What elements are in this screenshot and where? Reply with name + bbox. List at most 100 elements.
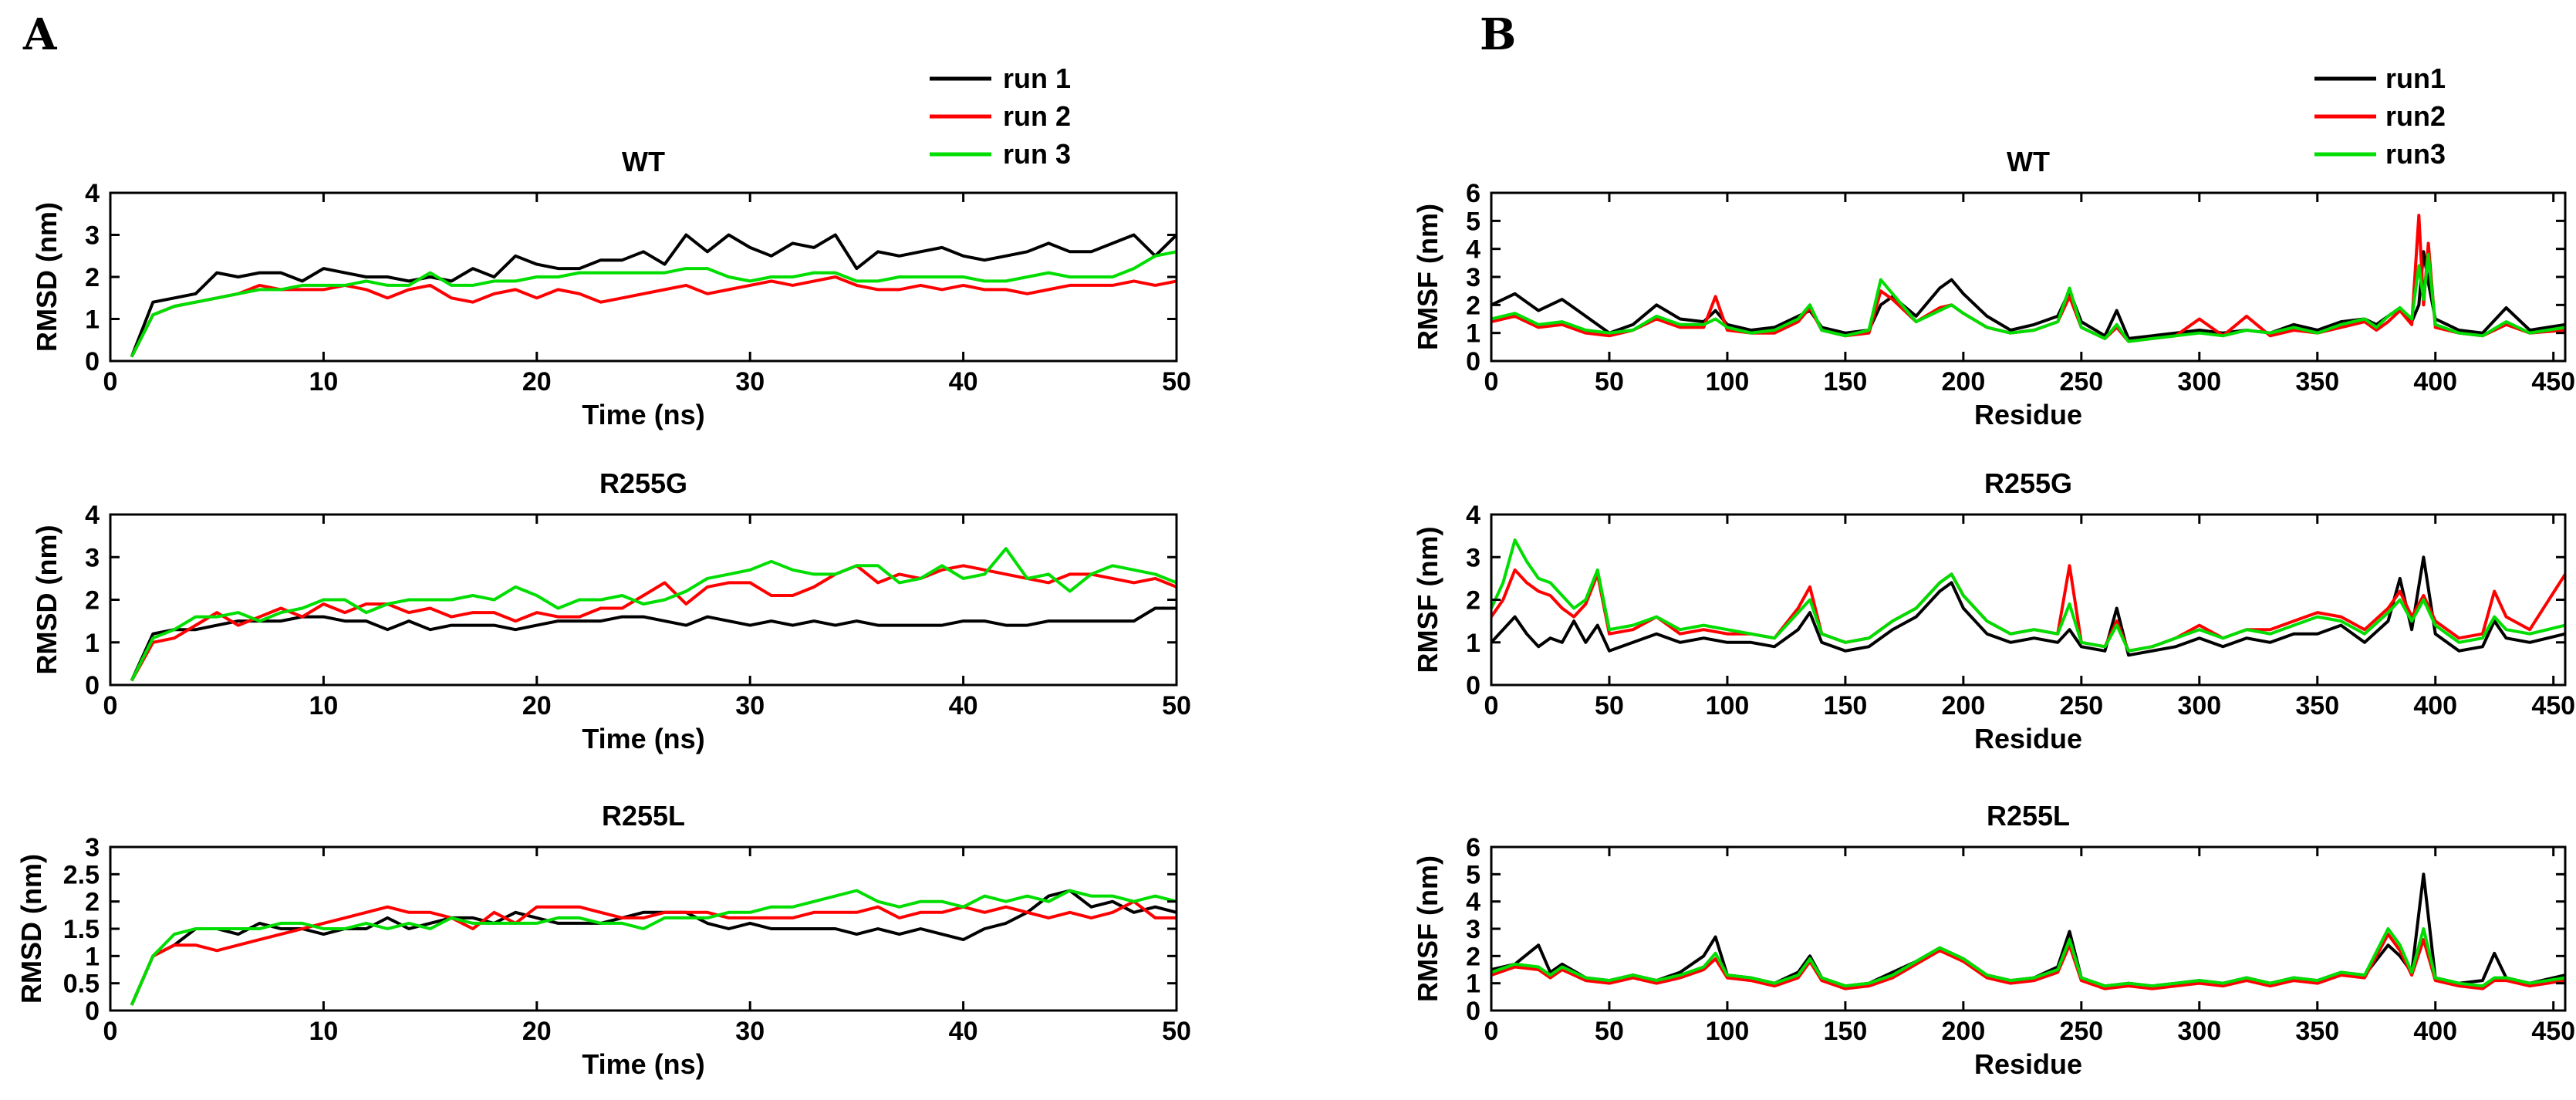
- x-axis-label: Residue: [1974, 399, 2082, 430]
- y-tick-label: 4: [1466, 501, 1480, 530]
- x-axis-label: Time (ns): [582, 723, 704, 754]
- x-axis-label: Residue: [1974, 723, 2082, 754]
- y-axis-label: RMSF (nm): [1412, 204, 1443, 350]
- y-axis-label: RMSF (nm): [1412, 527, 1443, 673]
- legend-b-label-run2: run2: [2385, 100, 2446, 132]
- series-line-run2: [1491, 214, 2566, 343]
- plot-frame: [109, 191, 1178, 363]
- y-tick-label: 1: [85, 629, 100, 658]
- y-tick-label: 2: [85, 586, 100, 616]
- series-line-run3: [1490, 538, 2566, 653]
- x-tick-label: 150: [1824, 691, 1868, 720]
- y-tick-label: 3: [85, 833, 100, 862]
- y-tick-label: 1: [85, 305, 100, 335]
- y-tick-label: 6: [1466, 833, 1480, 862]
- y-tick-label: 3: [85, 543, 100, 572]
- panel-letter-a: A: [22, 9, 58, 60]
- y-tick-label: 3: [1466, 543, 1480, 572]
- x-axis-label: Time (ns): [582, 399, 704, 430]
- panel-letter-b: B: [1480, 9, 1516, 60]
- series-line-run3: [130, 547, 1177, 682]
- x-tick-label: 40: [949, 1017, 978, 1046]
- x-tick-label: 10: [309, 367, 338, 396]
- x-tick-label: 10: [309, 1017, 338, 1046]
- x-tick-label: 20: [522, 367, 552, 396]
- y-tick-label: 0.5: [63, 970, 100, 999]
- x-tick-label: 10: [309, 691, 338, 720]
- x-tick-label: 300: [2177, 691, 2221, 720]
- x-tick-label: 20: [522, 691, 552, 720]
- x-tick-label: 0: [1484, 367, 1499, 396]
- x-tick-label: 250: [2059, 691, 2103, 720]
- series-line-run2: [130, 899, 1177, 1006]
- series-line-run1: [130, 889, 1177, 1006]
- x-axis-label: Residue: [1974, 1048, 2082, 1080]
- x-tick-label: 0: [103, 1017, 118, 1046]
- series-line-run3: [130, 889, 1177, 1006]
- x-tick-label: 40: [949, 367, 978, 396]
- x-tick-label: 50: [1162, 1017, 1191, 1046]
- y-axis-label: RMSF (nm): [1412, 855, 1443, 1002]
- legend-b-label-run1: run1: [2385, 62, 2446, 94]
- series-line-run2: [130, 275, 1177, 358]
- x-axis-label: Time (ns): [582, 1048, 704, 1080]
- y-axis-label: RMSD (nm): [15, 854, 47, 1004]
- legend-a: run 1 run 2 run 3: [930, 62, 1071, 170]
- x-tick-label: 450: [2531, 1017, 2575, 1046]
- y-tick-label: 1: [85, 942, 100, 971]
- series-line-run1: [1491, 872, 2566, 988]
- series-line-run2: [130, 564, 1177, 682]
- y-tick-label: 0: [1466, 671, 1480, 700]
- chart-title: R255L: [602, 800, 685, 832]
- chart-title: R255G: [599, 467, 687, 499]
- y-tick-label: 0: [85, 997, 100, 1026]
- y-tick-label: 1: [1466, 970, 1480, 999]
- chart-title: R255L: [1987, 800, 2070, 832]
- y-tick-label: 0: [85, 671, 100, 700]
- x-tick-label: 250: [2059, 1017, 2103, 1046]
- x-tick-label: 400: [2413, 1017, 2457, 1046]
- x-tick-label: 150: [1824, 367, 1868, 396]
- plot-frame: [1490, 845, 2567, 1012]
- chart-title: R255G: [1984, 467, 2072, 499]
- x-tick-label: 40: [949, 691, 978, 720]
- legend-b: run1 run2 run3: [2314, 62, 2446, 170]
- x-tick-label: 50: [1595, 367, 1624, 396]
- y-tick-label: 1.5: [63, 915, 100, 944]
- x-tick-label: 100: [1706, 691, 1750, 720]
- y-tick-label: 1: [1466, 629, 1480, 658]
- y-tick-label: 2: [85, 888, 100, 917]
- x-tick-label: 350: [2295, 367, 2339, 396]
- x-tick-label: 20: [522, 1017, 552, 1046]
- x-tick-label: 50: [1595, 1017, 1624, 1046]
- y-tick-label: 2: [1466, 942, 1480, 971]
- x-tick-label: 50: [1162, 367, 1191, 396]
- series-line-run3: [1491, 252, 2566, 343]
- y-tick-label: 1: [1466, 319, 1480, 349]
- x-tick-label: 0: [103, 367, 118, 396]
- chart-title: WT: [2007, 146, 2050, 177]
- x-tick-label: 150: [1824, 1017, 1868, 1046]
- chart-a-r255l: R255L 0 10 20 30 40 50 00.511.522.53 Time (ns) RM…: [15, 800, 1191, 1080]
- x-tick-label: 200: [1942, 367, 1986, 396]
- x-tick-label: 300: [2177, 367, 2221, 396]
- legend-a-label-run1: run 1: [1003, 62, 1071, 94]
- x-tick-label: 350: [2295, 691, 2339, 720]
- legend-a-label-run2: run 2: [1003, 100, 1071, 132]
- y-tick-label: 4: [1466, 888, 1480, 917]
- x-tick-label: 30: [735, 1017, 765, 1046]
- y-tick-label: 5: [1466, 207, 1480, 236]
- chart-b-r255g: R255G 0 50 100 150 200 250 300 350 400 450 0 1 2 3 4 Res…: [1412, 467, 2575, 754]
- x-tick-label: 50: [1162, 691, 1191, 720]
- y-tick-label: 2: [85, 263, 100, 292]
- x-tick-label: 400: [2413, 367, 2457, 396]
- x-tick-label: 100: [1706, 367, 1750, 396]
- series-line-run3: [130, 250, 1177, 358]
- y-tick-label: 4: [1466, 235, 1480, 265]
- x-tick-label: 350: [2295, 1017, 2339, 1046]
- x-tick-label: 450: [2531, 691, 2575, 720]
- y-tick-label: 3: [1466, 263, 1480, 292]
- y-tick-label: 4: [85, 179, 100, 208]
